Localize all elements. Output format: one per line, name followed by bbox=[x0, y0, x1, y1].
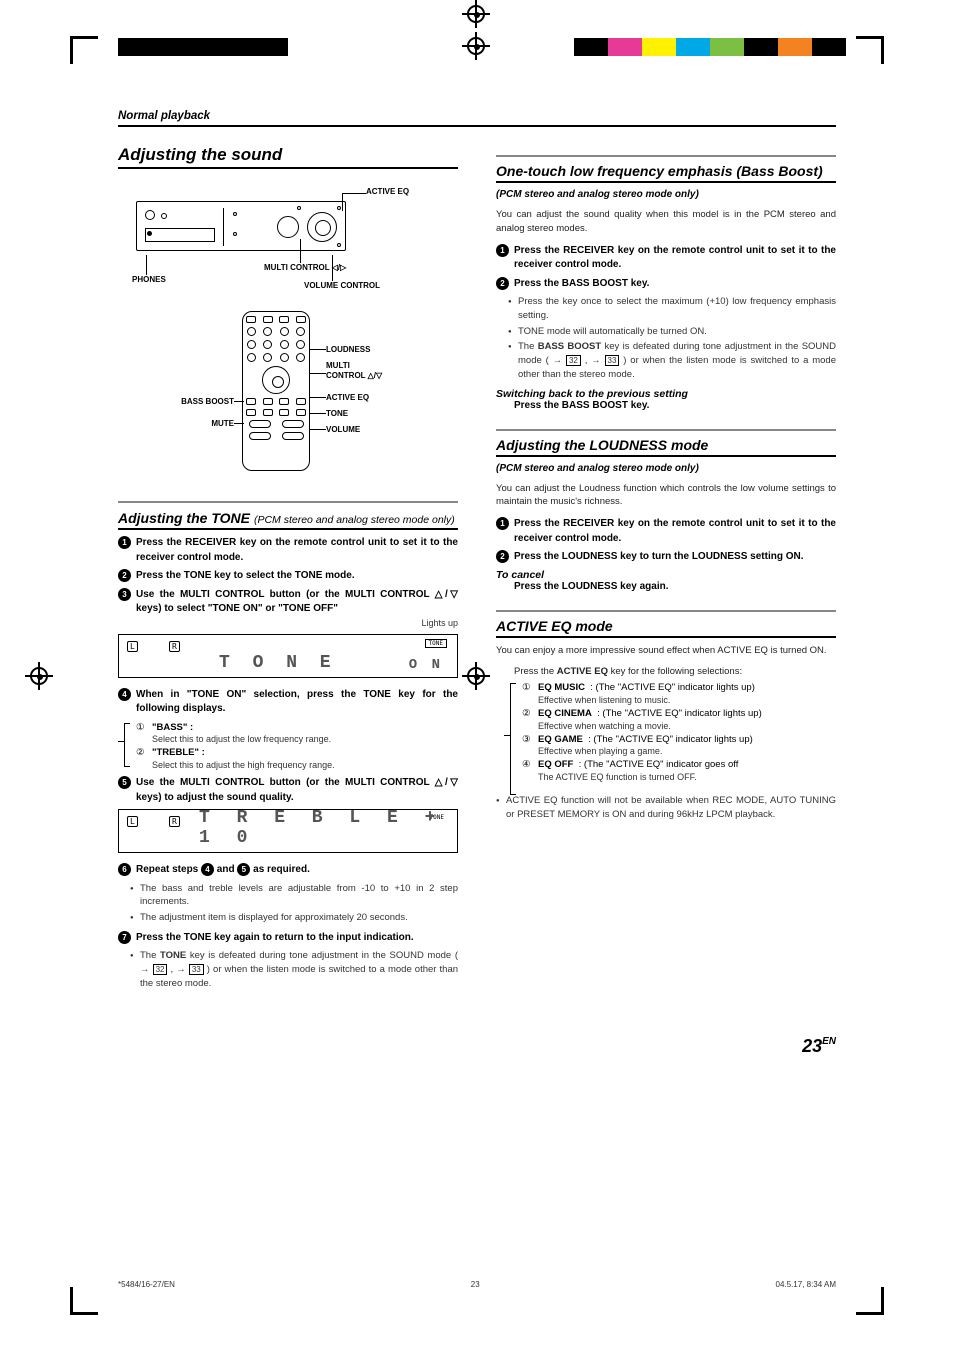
step-text: Repeat steps 4 and 5 as required. bbox=[136, 863, 458, 878]
diagram-label: MULTI CONTROL ◁/▷ bbox=[264, 263, 346, 272]
crop-mark-icon bbox=[70, 36, 98, 64]
page-content: Normal playback Adjusting the sound bbox=[118, 110, 836, 997]
rule bbox=[496, 181, 836, 183]
volume-knob-icon bbox=[307, 212, 337, 242]
diagram-label: ACTIVE EQ bbox=[326, 393, 369, 402]
rule bbox=[496, 429, 836, 431]
step-text: Use the MULTI CONTROL button (or the MUL… bbox=[136, 776, 458, 805]
bass-steps: 1 Press the RECEIVER key on the remote c… bbox=[496, 244, 836, 292]
subsection-title: ACTIVE EQ mode bbox=[496, 618, 836, 634]
registration-cross-icon bbox=[462, 0, 490, 28]
intro-text: You can adjust the sound quality when th… bbox=[496, 208, 836, 236]
bass-boost-section: One-touch low frequency emphasis (Bass B… bbox=[496, 155, 836, 411]
step-text: Press the RECEIVER key on the remote con… bbox=[514, 244, 836, 273]
rule bbox=[118, 167, 458, 169]
rule bbox=[118, 528, 458, 530]
tone-steps: 1 Press the RECEIVER key on the remote c… bbox=[118, 536, 458, 630]
rule bbox=[118, 125, 836, 127]
registration-cross-icon bbox=[25, 662, 53, 690]
cancel-text: Press the LOUDNESS key again. bbox=[496, 581, 836, 592]
step-text: Press the TONE key again to return to th… bbox=[136, 931, 458, 946]
subsection-title: One-touch low frequency emphasis (Bass B… bbox=[496, 163, 836, 179]
lcd-r-icon: R bbox=[169, 641, 180, 652]
lcd-on: O N bbox=[409, 657, 443, 673]
subsection-subtitle: (PCM stereo and analog stereo mode only) bbox=[496, 189, 836, 200]
color-registration-blocks bbox=[574, 38, 846, 56]
black-registration-blocks bbox=[118, 38, 288, 56]
diagram-label: MUTE bbox=[200, 419, 234, 428]
arrow-icon bbox=[118, 741, 124, 742]
step-text: Press the LOUDNESS key to turn the LOUDN… bbox=[514, 550, 836, 565]
diagram-label: VOLUME CONTROL bbox=[304, 281, 380, 290]
eq-modes-list: ①EQ MUSIC : (The "ACTIVE EQ" indicator l… bbox=[496, 681, 836, 782]
intro-text: You can adjust the Loudness function whi… bbox=[496, 482, 836, 510]
bass-notes: Press the key once to select the maximum… bbox=[496, 295, 836, 382]
crop-mark-icon bbox=[856, 1287, 884, 1315]
loudness-steps: 1 Press the RECEIVER key on the remote c… bbox=[496, 517, 836, 565]
rule bbox=[496, 610, 836, 612]
rule bbox=[496, 155, 836, 157]
lcd-tone-badge: TONE bbox=[425, 639, 447, 648]
bracket-icon bbox=[510, 683, 516, 795]
lcd-l-icon: L bbox=[127, 641, 138, 652]
diagram-label: ACTIVE EQ bbox=[366, 187, 409, 196]
step-text: Press the TONE key to select the TONE mo… bbox=[136, 569, 458, 584]
left-column: Adjusting the sound bbox=[118, 145, 458, 997]
section-title: Adjusting the sound bbox=[118, 145, 458, 165]
tone-section: Adjusting the TONE (PCM stereo and analo… bbox=[118, 501, 458, 991]
lcd-display: L R TONE T R E B L E + 1 0 bbox=[118, 809, 458, 853]
bracket-icon bbox=[124, 723, 130, 767]
registration-cross-icon bbox=[462, 32, 490, 60]
lcd-display: L R TONE T O N E O N bbox=[118, 634, 458, 678]
subsection-subtitle: (PCM stereo and analog stereo mode only) bbox=[496, 463, 836, 474]
rule bbox=[496, 636, 836, 638]
running-head: Normal playback bbox=[118, 110, 836, 122]
active-eq-section: ACTIVE EQ mode You can enjoy a more impr… bbox=[496, 610, 836, 822]
step-text: Press the RECEIVER key on the remote con… bbox=[136, 536, 458, 565]
receiver-illustration bbox=[136, 201, 346, 251]
footer-right: 04.5.17, 8:34 AM bbox=[776, 1280, 837, 1289]
printer-marks bbox=[0, 32, 954, 82]
subsection-title: Adjusting the TONE bbox=[118, 510, 250, 526]
diagram-label: LOUDNESS bbox=[326, 345, 370, 354]
diagram-label: TONE bbox=[326, 409, 348, 418]
cancel-title: To cancel bbox=[496, 569, 836, 581]
crop-mark-icon bbox=[70, 1287, 98, 1315]
tone-sublist: ①"BASS" : Select this to adjust the low … bbox=[118, 721, 458, 771]
step-text: Press the BASS BOOST key. bbox=[514, 277, 836, 292]
rule bbox=[496, 455, 836, 457]
lcd-text: T O N E bbox=[219, 653, 337, 673]
intro-text: You can enjoy a more impressive sound ef… bbox=[496, 644, 836, 658]
subsection-subtitle: (PCM stereo and analog stereo mode only) bbox=[254, 514, 455, 526]
diagram-label: MULTI CONTROL △/▽ bbox=[326, 361, 382, 380]
footer: *5484/16-27/EN 23 04.5.17, 8:34 AM bbox=[118, 1280, 836, 1289]
rule bbox=[118, 501, 458, 503]
active-eq-note: ACTIVE EQ function will not be available… bbox=[496, 794, 836, 822]
switching-back-title: Switching back to the previous setting bbox=[496, 388, 836, 400]
multi-control-knob-icon bbox=[277, 216, 299, 238]
subsection-title: Adjusting the LOUDNESS mode bbox=[496, 437, 836, 453]
step-text: When in "TONE ON" selection, press the T… bbox=[136, 688, 458, 717]
lcd-l-icon: L bbox=[127, 816, 138, 827]
switching-back-text: Press the BASS BOOST key. bbox=[496, 400, 836, 411]
step-text: Use the MULTI CONTROL button (or the MUL… bbox=[136, 588, 458, 630]
lcd-text: T R E B L E + 1 0 bbox=[199, 808, 457, 848]
lcd-r-icon: R bbox=[169, 816, 180, 827]
step6-notes: The bass and treble levels are adjustabl… bbox=[118, 882, 458, 925]
diagram-label: BASS BOOST bbox=[170, 397, 234, 406]
right-column: One-touch low frequency emphasis (Bass B… bbox=[496, 145, 836, 997]
arrow-icon bbox=[504, 735, 510, 736]
step7-notes: The TONE key is defeated during tone adj… bbox=[118, 949, 458, 990]
device-diagram: ACTIVE EQ MULTI CONTROL ◁/▷ PHONES VOLUM… bbox=[118, 177, 458, 487]
press-text: Press the ACTIVE EQ key for the followin… bbox=[496, 665, 836, 679]
footer-mid: 23 bbox=[471, 1280, 480, 1289]
remote-illustration bbox=[242, 311, 310, 471]
page-number: 23EN bbox=[802, 1036, 836, 1057]
diagram-label: VOLUME bbox=[326, 425, 360, 434]
crop-mark-icon bbox=[856, 36, 884, 64]
step-text: Press the RECEIVER key on the remote con… bbox=[514, 517, 836, 546]
loudness-section: Adjusting the LOUDNESS mode (PCM stereo … bbox=[496, 429, 836, 592]
diagram-label: PHONES bbox=[132, 275, 166, 284]
footer-left: *5484/16-27/EN bbox=[118, 1280, 175, 1289]
